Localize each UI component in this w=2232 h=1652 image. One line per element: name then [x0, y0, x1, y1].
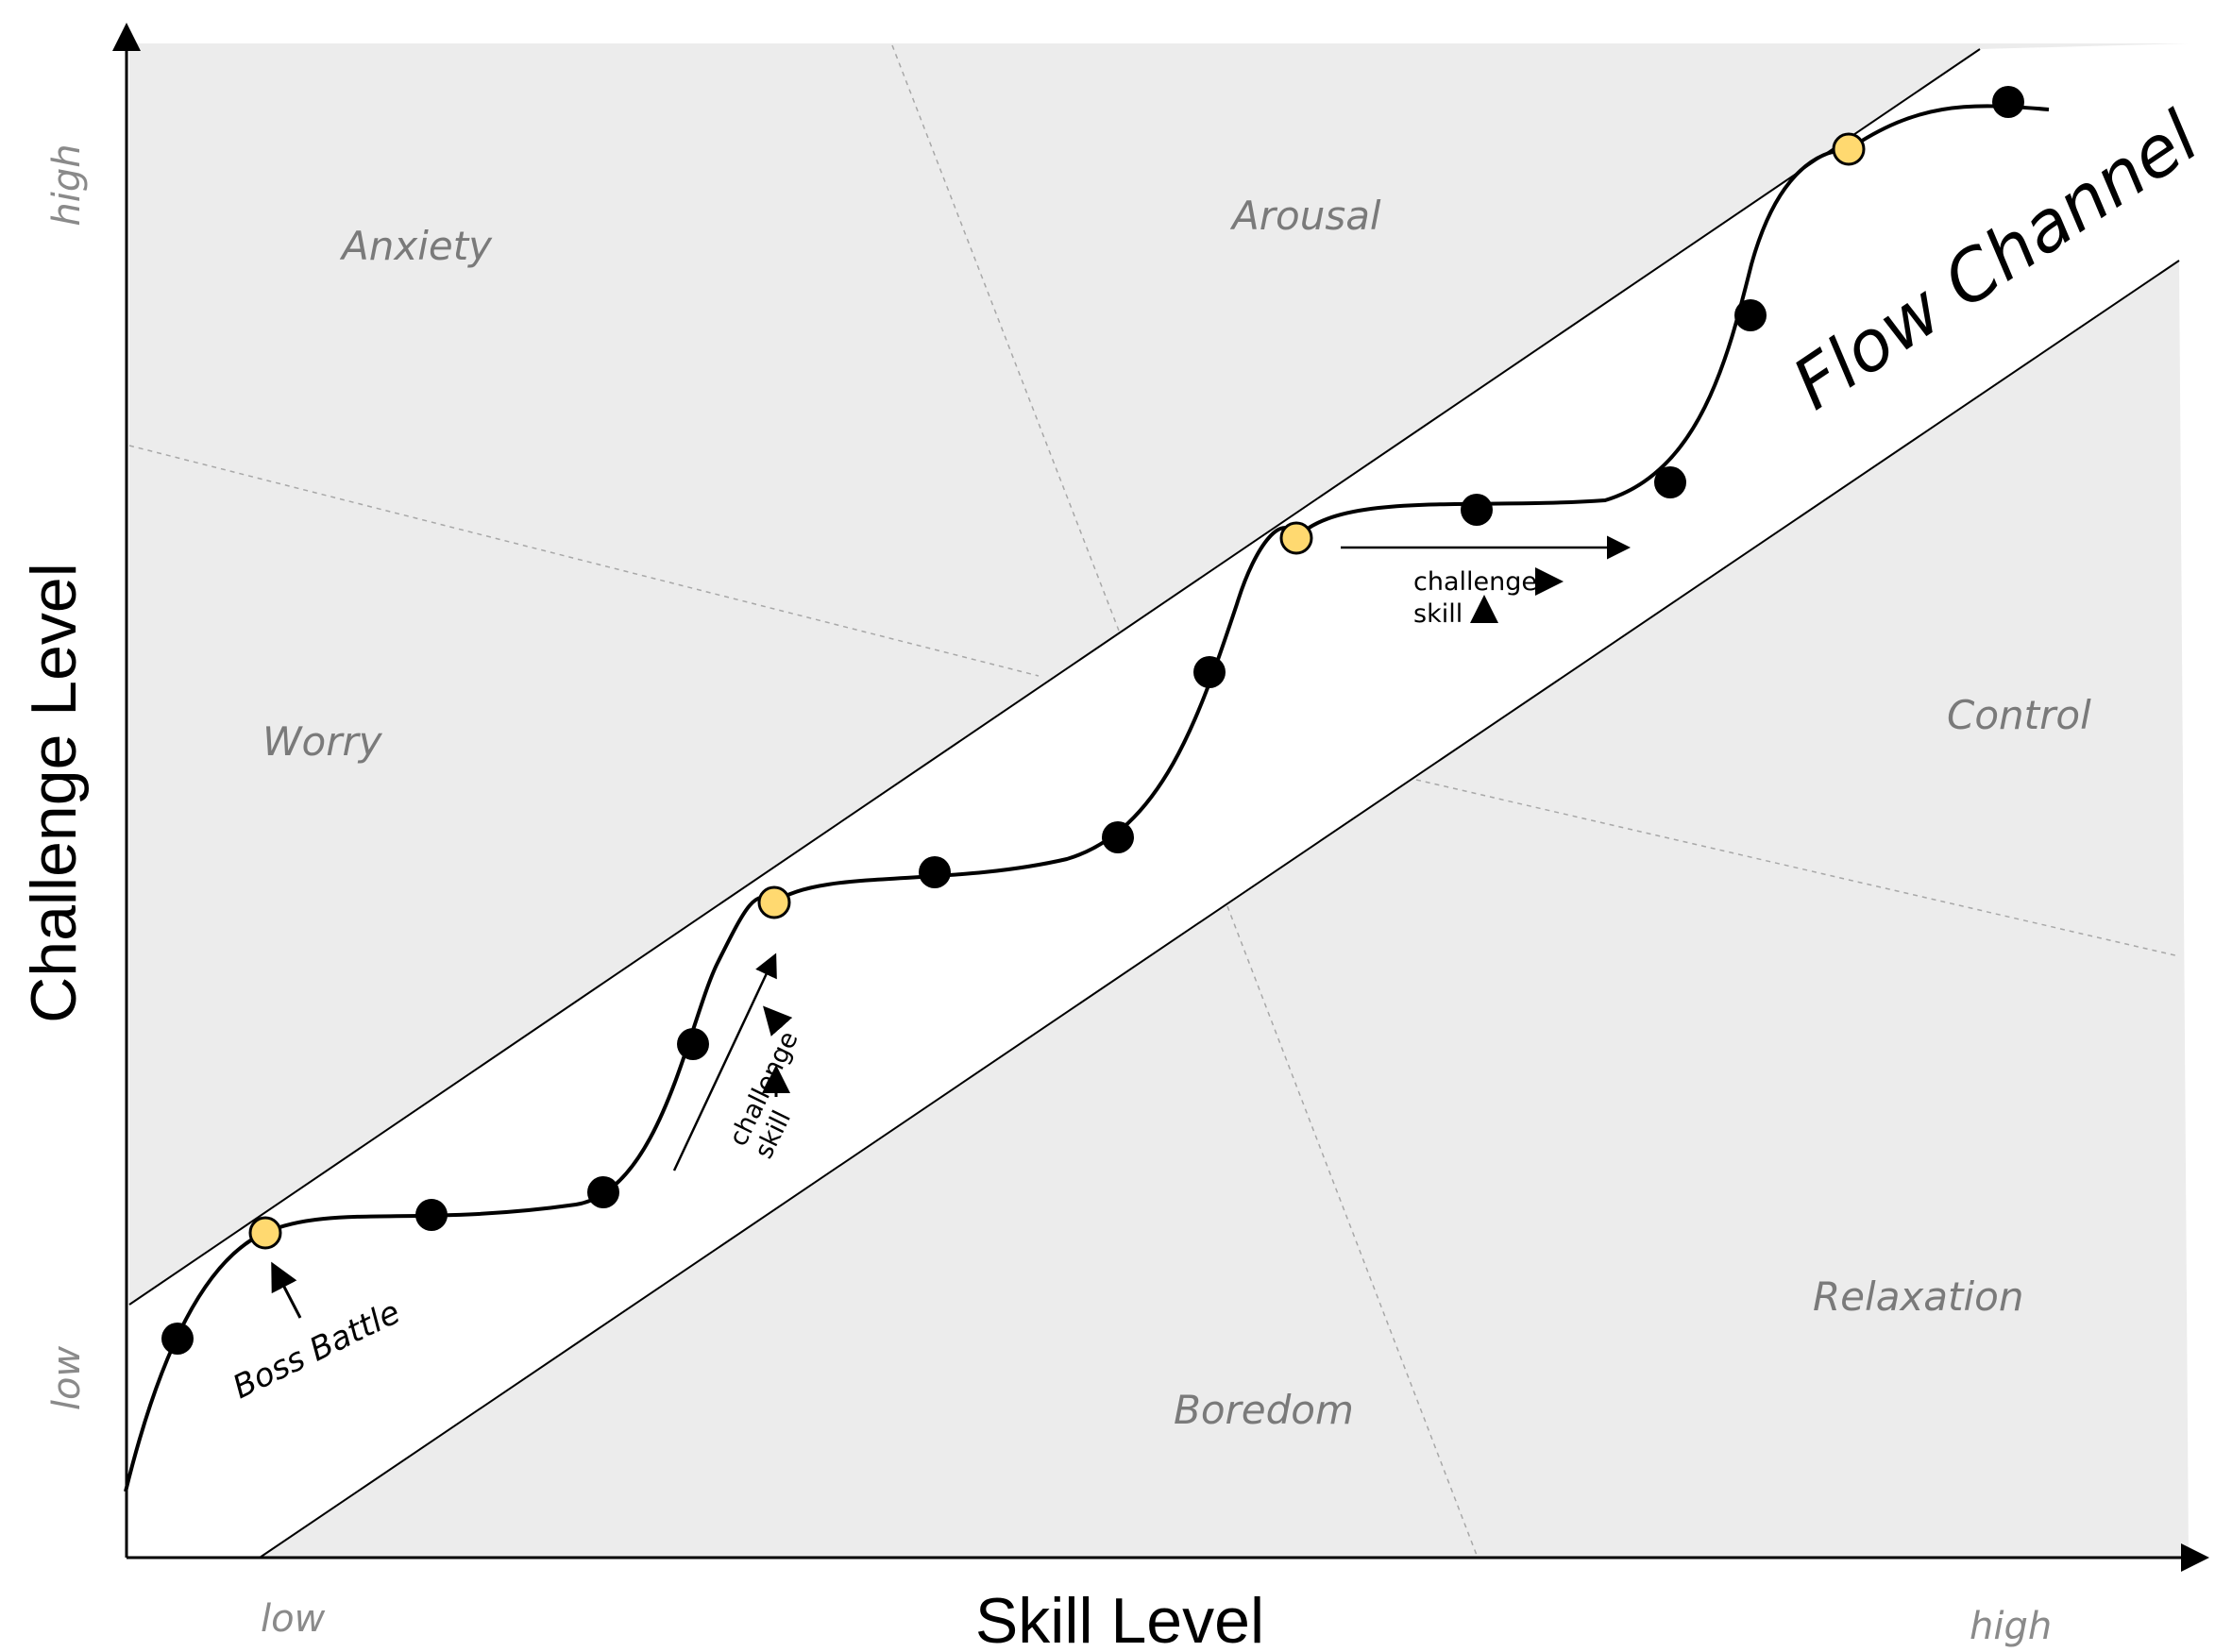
y-axis-high-label: high	[45, 143, 89, 226]
zone-label-worry: Worry	[262, 718, 383, 765]
zone-label-anxiety: Anxiety	[339, 223, 493, 269]
y-axis-title: Challenge Level	[18, 563, 90, 1023]
progress-node	[1193, 656, 1226, 688]
flat-challenge-label: challenge	[1413, 567, 1537, 597]
boss-battle-label: Boss Battle	[227, 1293, 406, 1407]
lower-zone-background	[260, 261, 2189, 1558]
progress-node	[587, 1176, 619, 1208]
x-axis-high-label: high	[1970, 1605, 2052, 1648]
divider-relaxation-boredom	[1226, 905, 1479, 1559]
flow-channel-lower-boundary	[259, 260, 2180, 1559]
progress-node	[415, 1199, 448, 1231]
x-axis-title: Skill Level	[975, 1585, 1264, 1652]
boss-battle-node	[757, 885, 791, 919]
zone-label-arousal: Arousal	[1229, 193, 1381, 239]
zone-label-relaxation: Relaxation	[1813, 1273, 2023, 1320]
progress-node	[161, 1323, 194, 1355]
progress-node	[1654, 466, 1686, 498]
diagonal-challenge-up-right-arrow	[763, 1005, 793, 1037]
upper-zone-background	[129, 43, 2189, 1305]
boss-battle-node	[1832, 132, 1866, 166]
flow-channel-upper-boundary	[128, 48, 1981, 1306]
progress-node	[919, 856, 951, 888]
boss-nodes	[248, 132, 1866, 1250]
zone-label-control: Control	[1947, 692, 2091, 738]
boss-battle-node	[248, 1216, 282, 1250]
boss-battle-pointer-arrow	[271, 1261, 302, 1319]
progress-node	[1992, 86, 2024, 118]
regular-nodes	[161, 86, 2024, 1355]
divider-anxiety-arousal	[891, 44, 1120, 632]
progress-node	[677, 1028, 709, 1060]
progress-node	[1734, 299, 1767, 331]
x-axis-low-label: low	[261, 1597, 326, 1641]
zone-dividers	[128, 44, 2180, 1559]
progress-node	[1461, 494, 1493, 526]
diagonal-progress-arrow	[672, 952, 777, 1172]
progress-node	[1102, 821, 1134, 853]
flat-skill-label: skill	[1413, 599, 1463, 629]
boss-battle-node	[1279, 521, 1313, 555]
y-axis-low-label: low	[45, 1346, 89, 1411]
zone-label-boredom: Boredom	[1174, 1387, 1354, 1433]
divider-control-relaxation	[1415, 779, 2180, 957]
